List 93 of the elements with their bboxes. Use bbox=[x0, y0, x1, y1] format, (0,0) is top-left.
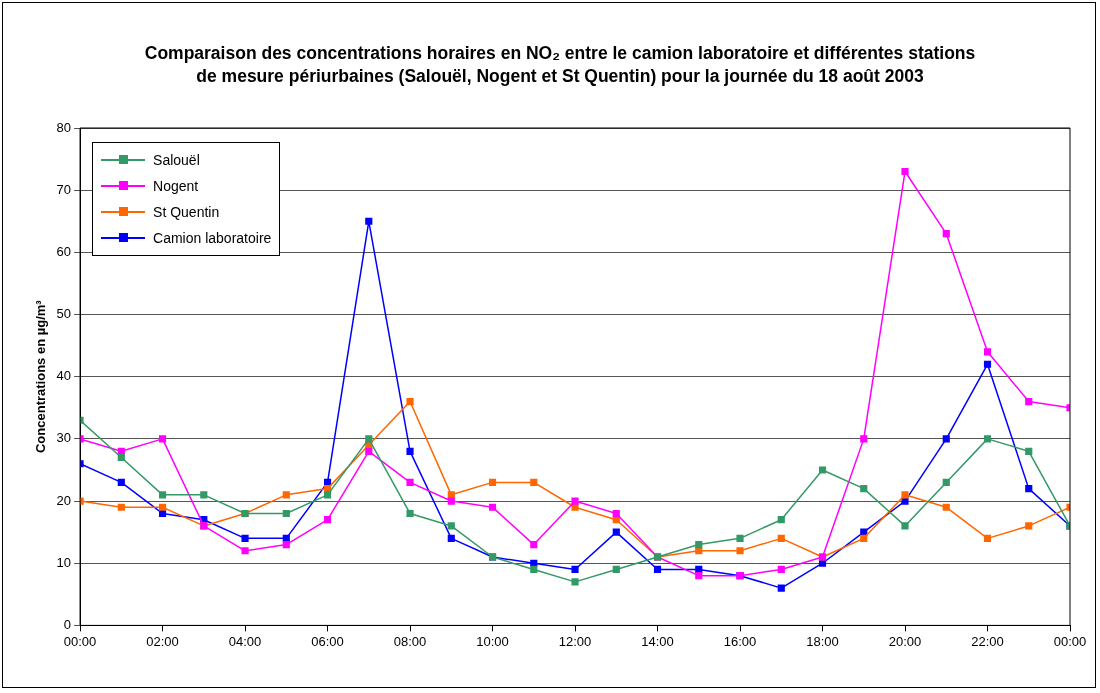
legend-label: Nogent bbox=[153, 178, 199, 194]
point bbox=[571, 578, 579, 586]
point bbox=[488, 503, 497, 511]
point bbox=[818, 466, 827, 474]
point bbox=[447, 497, 455, 505]
y-tick-label: 30 bbox=[56, 430, 72, 446]
point bbox=[158, 435, 167, 443]
point bbox=[158, 491, 167, 499]
x-tick-label: 00:00 bbox=[63, 633, 97, 649]
point bbox=[282, 491, 290, 499]
legend-label: St Quentin bbox=[153, 204, 220, 220]
point bbox=[777, 516, 785, 524]
y-tick-label: 20 bbox=[56, 492, 72, 508]
x-tick-label: 10:00 bbox=[476, 633, 509, 649]
point bbox=[860, 485, 868, 493]
point bbox=[942, 478, 950, 486]
point bbox=[282, 540, 290, 549]
point bbox=[406, 447, 414, 455]
point bbox=[901, 497, 909, 505]
x-tick-label: 20:00 bbox=[888, 633, 922, 649]
point bbox=[860, 435, 868, 443]
point bbox=[1025, 485, 1033, 493]
point bbox=[158, 503, 167, 511]
point bbox=[241, 547, 249, 555]
y-axis-title: Concentrations en µg/m³ bbox=[33, 299, 49, 454]
point bbox=[695, 540, 703, 549]
point bbox=[571, 503, 579, 511]
point bbox=[406, 509, 414, 518]
x-tick-label: 00:00 bbox=[1053, 633, 1087, 649]
point bbox=[736, 534, 744, 542]
x-tick-label: 16:00 bbox=[723, 633, 757, 649]
point bbox=[860, 534, 868, 542]
chart-title: Comparaison des concentrations horaires en NO₂ entre le camion laboratoire et différentes stations de mesure périurbaines (Salouël, Nogent et St Quentin) pour la journée du 18 août 2003 bbox=[143, 42, 977, 88]
point bbox=[777, 565, 785, 574]
point bbox=[117, 478, 125, 486]
point bbox=[1025, 397, 1033, 406]
point bbox=[983, 435, 992, 443]
x-tick-label: 02:00 bbox=[146, 633, 179, 649]
point bbox=[777, 584, 785, 592]
point bbox=[901, 167, 909, 176]
point bbox=[653, 565, 662, 574]
point bbox=[942, 230, 950, 238]
y-tick-label: 50 bbox=[56, 306, 72, 322]
point bbox=[942, 435, 950, 443]
point bbox=[1025, 522, 1033, 530]
point bbox=[406, 478, 414, 486]
point bbox=[530, 540, 538, 549]
point bbox=[983, 534, 992, 542]
x-tick-label: 06:00 bbox=[311, 633, 344, 649]
x-tick-label: 08:00 bbox=[393, 633, 427, 649]
point bbox=[365, 217, 373, 225]
point bbox=[901, 491, 909, 499]
point bbox=[983, 360, 992, 368]
y-tick-label: 60 bbox=[56, 243, 72, 259]
point bbox=[736, 547, 744, 555]
x-tick-label: 22:00 bbox=[971, 633, 1004, 649]
x-tick-label: 14:00 bbox=[641, 633, 674, 649]
y-tick-label: 0 bbox=[63, 616, 72, 632]
point bbox=[323, 491, 332, 499]
point bbox=[117, 503, 125, 511]
y-tick-label: 10 bbox=[56, 554, 72, 570]
point bbox=[282, 509, 290, 518]
point bbox=[983, 348, 992, 356]
point bbox=[942, 503, 950, 511]
point bbox=[365, 447, 373, 455]
point bbox=[530, 478, 538, 486]
point bbox=[365, 435, 373, 443]
point bbox=[200, 491, 208, 499]
point bbox=[241, 534, 249, 542]
y-tick-label: 40 bbox=[56, 368, 72, 384]
x-tick-label: 12:00 bbox=[558, 633, 592, 649]
point bbox=[571, 565, 579, 574]
point bbox=[901, 522, 909, 530]
y-tick-label: 80 bbox=[56, 119, 72, 135]
point bbox=[447, 522, 455, 530]
point bbox=[530, 565, 538, 574]
point bbox=[612, 528, 620, 536]
point bbox=[695, 572, 703, 580]
point bbox=[117, 453, 125, 462]
point bbox=[571, 497, 579, 505]
point bbox=[777, 534, 785, 542]
y-tick-label: 70 bbox=[56, 181, 72, 197]
point bbox=[488, 478, 497, 486]
point bbox=[612, 565, 620, 574]
point bbox=[447, 534, 455, 542]
point bbox=[612, 509, 620, 518]
legend-label: Camion laboratoire bbox=[153, 230, 272, 246]
x-tick-label: 18:00 bbox=[806, 633, 839, 649]
point bbox=[323, 516, 332, 524]
point bbox=[1025, 447, 1033, 455]
x-tick-label: 04:00 bbox=[228, 633, 262, 649]
point bbox=[406, 397, 414, 406]
legend-label: Salouël bbox=[153, 152, 200, 168]
